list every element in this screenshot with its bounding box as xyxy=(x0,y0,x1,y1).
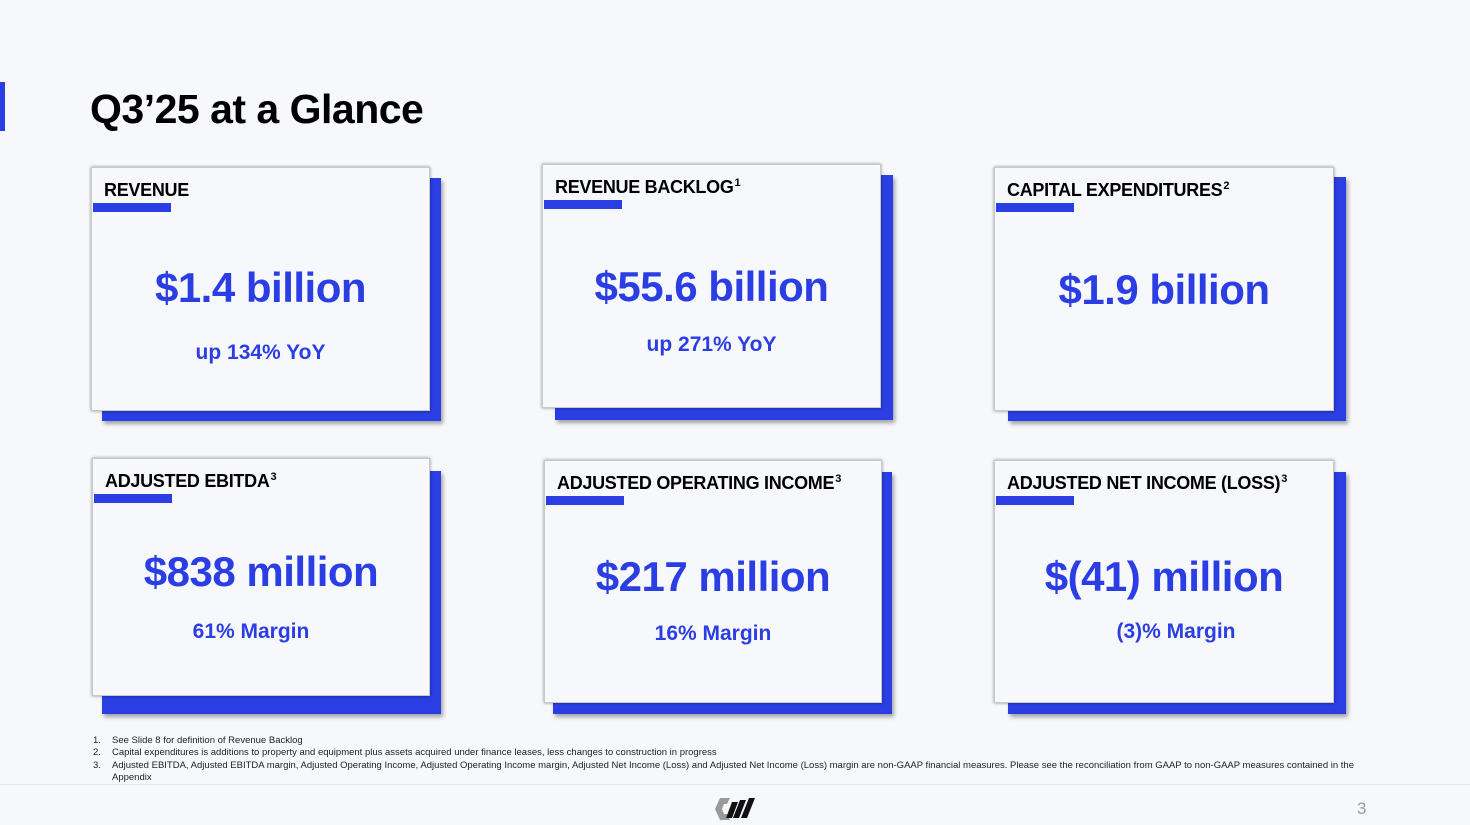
footnote-text: Adjusted EBITDA, Adjusted EBITDA margin,… xyxy=(112,759,1354,783)
card-panel: REVENUE BACKLOG1 $55.6 billion up 271% Y… xyxy=(542,164,881,408)
company-logo-icon xyxy=(714,796,758,822)
card-subtext: up 134% YoY xyxy=(195,341,326,364)
footnote-text: See Slide 8 for definition of Revenue Ba… xyxy=(112,735,303,746)
footnotes: 1. See Slide 8 for definition of Revenue… xyxy=(93,735,1393,784)
card-underline xyxy=(996,203,1074,212)
card-panel: ADJUSTED EBITDA3 $838 million 61% Margin xyxy=(92,458,430,696)
card-value: $217 million xyxy=(595,553,831,600)
card-label: CAPITAL EXPENDITURES2 xyxy=(1007,180,1230,200)
card-panel: ADJUSTED OPERATING INCOME3 $217 million … xyxy=(544,460,882,703)
card-label: ADJUSTED OPERATING INCOME3 xyxy=(557,473,842,493)
card-label: REVENUE BACKLOG1 xyxy=(555,177,741,197)
card-underline xyxy=(93,203,171,212)
footer-divider xyxy=(0,784,1470,785)
footnote-number: 3. xyxy=(93,759,101,771)
card-panel: ADJUSTED NET INCOME (LOSS)3 $(41) millio… xyxy=(994,460,1334,703)
footnote-number: 1. xyxy=(93,735,101,746)
card-subtext: 16% Margin xyxy=(654,622,772,645)
footnote-item: 1. See Slide 8 for definition of Revenue… xyxy=(93,735,1393,747)
card-value: $1.9 billion xyxy=(1058,266,1270,313)
card-label: REVENUE xyxy=(104,180,189,200)
card-underline xyxy=(544,200,622,209)
card-panel: CAPITAL EXPENDITURES2 $1.9 billion xyxy=(994,167,1334,411)
card-label: ADJUSTED NET INCOME (LOSS)3 xyxy=(1007,473,1288,493)
footnote-item: 3. Adjusted EBITDA, Adjusted EBITDA marg… xyxy=(93,760,1393,785)
card-subtext: (3)% Margin xyxy=(1116,620,1236,643)
title-accent-bar xyxy=(0,82,5,131)
card-subtext: up 271% YoY xyxy=(646,333,777,356)
card-underline xyxy=(996,496,1074,505)
card-underline xyxy=(546,496,624,505)
page-number: 3 xyxy=(1357,799,1367,818)
footnote-number: 2. xyxy=(93,747,101,759)
card-panel: REVENUE $1.4 billion up 134% YoY xyxy=(91,167,430,411)
page-title: Q3’25 at a Glance xyxy=(90,86,424,132)
card-value: $1.4 billion xyxy=(154,264,367,311)
card-label: ADJUSTED EBITDA3 xyxy=(105,471,277,491)
card-value: $(41) million xyxy=(1044,553,1284,600)
card-subtext: 61% Margin xyxy=(192,620,310,643)
footnote-text: Capital expenditures is additions to pro… xyxy=(112,747,717,759)
card-underline xyxy=(94,494,172,503)
card-value: $55.6 billion xyxy=(594,263,829,310)
footnote-item: 2. Capital expenditures is additions to … xyxy=(93,747,1393,759)
card-value: $838 million xyxy=(143,548,379,595)
